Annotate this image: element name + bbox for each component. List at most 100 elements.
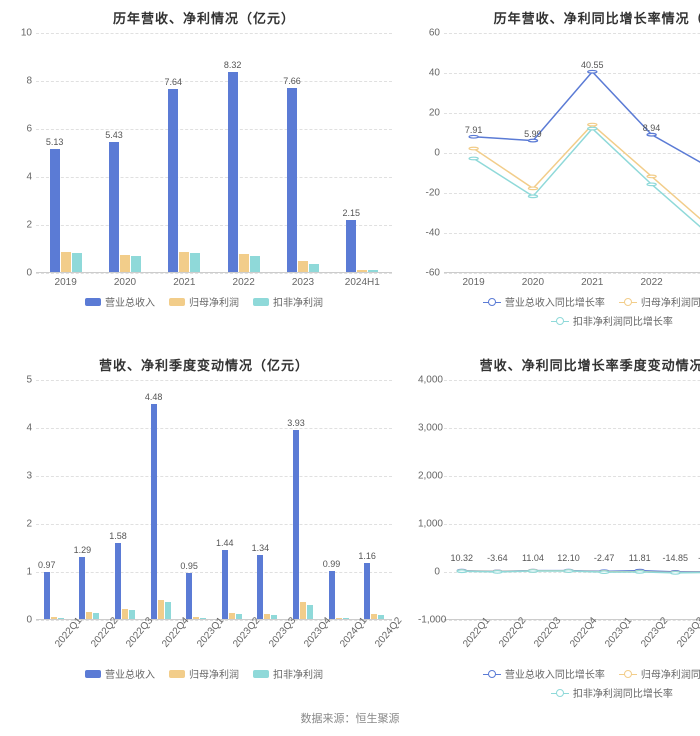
- legend-item: 营业总收入: [85, 294, 155, 309]
- y-tick: 1: [10, 567, 32, 578]
- legend-item: 营业总收入同比增长率: [483, 666, 605, 681]
- y-tick: 20: [418, 108, 440, 119]
- legend: 营业总收入同比增长率归母净利润同比增长率扣非净利润同比增长率: [416, 294, 700, 328]
- point-label: -3.64: [487, 553, 508, 563]
- y-tick: 3: [10, 471, 32, 482]
- bar-label: 3.93: [287, 418, 305, 428]
- chart-grid: 历年营收、净利情况（亿元）02468105.135.437.648.327.66…: [0, 0, 700, 704]
- bar-label: 8.32: [224, 60, 242, 70]
- x-tick: 2020: [95, 273, 154, 288]
- bar-groups: 5.13 5.43 7.64 8.32 7.66 2.15: [36, 33, 392, 272]
- legend-label: 扣非净利润: [273, 294, 323, 309]
- x-axis: 2022Q12022Q22022Q32022Q42023Q12023Q22023…: [444, 620, 700, 660]
- gridline: [444, 273, 700, 274]
- legend-label: 扣非净利润: [273, 666, 323, 681]
- bar-group: 7.64: [155, 33, 214, 272]
- x-axis: 201920202021202220232024H1: [444, 273, 700, 288]
- plot-area: -1,00001,0002,0003,0004,00010.32-3.6411.…: [444, 380, 700, 620]
- legend-swatch: [253, 670, 269, 678]
- bar: 1.58: [115, 543, 121, 619]
- legend: 营业总收入 归母净利润 扣非净利润: [8, 294, 400, 309]
- x-tick: 2020: [503, 273, 562, 288]
- bar-group: 0.99: [321, 380, 357, 619]
- y-tick: 2: [10, 220, 32, 231]
- bar-label: 4.48: [145, 392, 163, 402]
- legend-label: 归母净利润同比增长率: [641, 294, 700, 309]
- y-tick: 1,000: [418, 519, 440, 530]
- bar-group: 8.32: [214, 33, 273, 272]
- y-tick: 4: [10, 423, 32, 434]
- point-label: 10.32: [450, 553, 473, 563]
- bar-label: 7.64: [165, 77, 183, 87]
- bar: [120, 255, 130, 272]
- bar-group: 1.34: [250, 380, 286, 619]
- legend-item: 归母净利润: [169, 294, 239, 309]
- bar-label: 1.44: [216, 538, 234, 548]
- legend-item: 扣非净利润: [253, 294, 323, 309]
- x-tick: 2024H1: [333, 273, 392, 288]
- bar: 5.43: [109, 142, 119, 272]
- bar-groups: 0.971.291.584.480.951.441.343.930.991.16: [36, 380, 392, 619]
- x-axis: 2022Q12022Q22022Q32022Q42023Q12023Q22023…: [36, 620, 392, 660]
- chart-title: 历年营收、净利同比增长率情况（%）: [416, 8, 700, 27]
- bar-group: 5.43: [95, 33, 154, 272]
- y-tick: -60: [418, 268, 440, 279]
- bar: [179, 252, 189, 272]
- bar: 7.64: [168, 89, 178, 272]
- bar-label: 1.29: [74, 545, 92, 555]
- legend-item: 营业总收入: [85, 666, 155, 681]
- line-svg: [444, 33, 700, 272]
- legend-item: 扣非净利润: [253, 666, 323, 681]
- y-tick: 8: [10, 76, 32, 87]
- bar-group: 2.15: [333, 33, 392, 272]
- x-axis: 201920202021202220232024H1: [36, 273, 392, 288]
- legend-swatch: [551, 689, 569, 697]
- x-tick: 2023: [273, 273, 332, 288]
- legend-swatch: [619, 670, 637, 678]
- y-tick: -40: [418, 228, 440, 239]
- bar: 5.13: [50, 149, 60, 272]
- x-tick: 2022: [214, 273, 273, 288]
- legend-swatch: [85, 298, 101, 306]
- bar: [368, 270, 378, 272]
- point-label: 11.04: [522, 553, 544, 563]
- point-label: 12.10: [557, 553, 580, 563]
- legend-swatch: [169, 298, 185, 306]
- legend-item: 归母净利润同比增长率: [619, 666, 700, 681]
- line-svg: [444, 380, 700, 619]
- bar: [190, 253, 200, 272]
- bar-label: 0.99: [323, 559, 341, 569]
- bar: 7.66: [287, 88, 297, 272]
- legend-label: 营业总收入: [105, 666, 155, 681]
- y-tick: 2: [10, 519, 32, 530]
- bar: 0.99: [329, 571, 335, 619]
- bar-group: 4.48: [143, 380, 179, 619]
- y-tick: 60: [418, 28, 440, 39]
- bar: 2.15: [346, 220, 356, 272]
- legend-swatch: [483, 670, 501, 678]
- bar: [309, 264, 319, 272]
- bar-group: 1.29: [72, 380, 108, 619]
- bar-group: 1.44: [214, 380, 250, 619]
- y-tick: 3,000: [418, 423, 440, 434]
- bar: 1.16: [364, 563, 370, 619]
- y-tick: -1,000: [418, 615, 440, 626]
- y-tick: 0: [418, 148, 440, 159]
- legend-swatch: [619, 298, 637, 306]
- bar: 3.93: [293, 430, 299, 619]
- legend-label: 归母净利润: [189, 294, 239, 309]
- bar: [357, 270, 367, 272]
- bar: [72, 253, 82, 272]
- x-tick: 2021: [155, 273, 214, 288]
- y-tick: 2,000: [418, 471, 440, 482]
- legend-label: 营业总收入同比增长率: [505, 666, 605, 681]
- point-label: 40.55: [581, 60, 604, 70]
- bar-label: 2.15: [343, 208, 361, 218]
- legend-swatch: [253, 298, 269, 306]
- bar-group: 1.16: [356, 380, 392, 619]
- bar-group: 3.93: [285, 380, 321, 619]
- plot-area: 0123450.971.291.584.480.951.441.343.930.…: [36, 380, 392, 620]
- legend-swatch: [85, 670, 101, 678]
- legend-item: 归母净利润: [169, 666, 239, 681]
- legend-item: 营业总收入同比增长率: [483, 294, 605, 309]
